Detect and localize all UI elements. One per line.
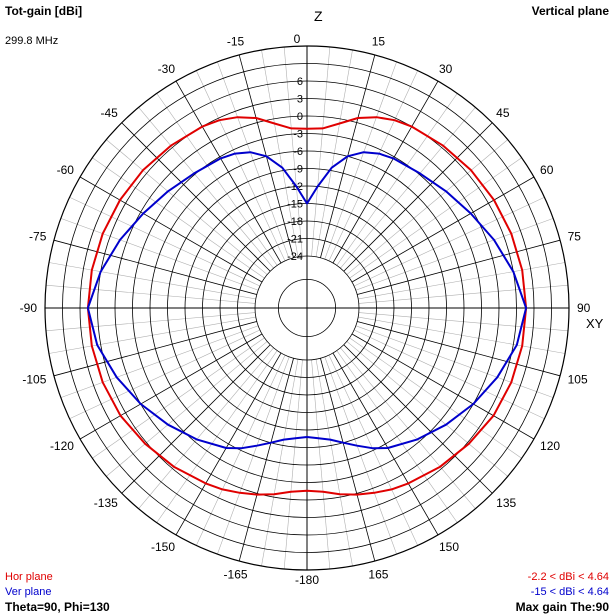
angle-tick-label: -150 bbox=[151, 540, 175, 554]
angle-tick-label: 75 bbox=[568, 230, 582, 244]
radial-tick-label: -3 bbox=[293, 129, 303, 141]
max-gain-label: Max gain The:90 bbox=[515, 600, 609, 614]
angle-tick-label: 60 bbox=[540, 163, 554, 177]
angle-tick-label: 120 bbox=[540, 439, 560, 453]
radial-tick-label: -15 bbox=[287, 199, 303, 211]
angle-tick-label: 165 bbox=[368, 568, 388, 582]
angle-tick-label: -45 bbox=[100, 106, 118, 120]
radial-tick-label: -12 bbox=[287, 181, 303, 193]
radial-tick-label: -18 bbox=[287, 216, 303, 228]
series-ver-plane bbox=[86, 151, 528, 450]
theta-phi-label: Theta=90, Phi=130 bbox=[5, 600, 110, 614]
hor-range-label: -2.2 < dBi < 4.64 bbox=[527, 571, 609, 583]
angle-tick-label: 150 bbox=[439, 540, 459, 554]
series-hor-plane bbox=[86, 116, 528, 496]
radial-tick-label: 3 bbox=[297, 94, 303, 106]
xy-axis-label: XY bbox=[586, 316, 604, 331]
angle-tick-label: 15 bbox=[372, 34, 386, 48]
angle-tick-label: -15 bbox=[227, 34, 245, 48]
angle-tick-label: -105 bbox=[22, 372, 46, 386]
angle-tick-label: -180 bbox=[295, 573, 319, 587]
angle-tick-label: 90 bbox=[577, 301, 591, 315]
angle-tick-label: 45 bbox=[496, 106, 510, 120]
radial-tick-label: 6 bbox=[297, 76, 303, 88]
angle-tick-label: 0 bbox=[294, 32, 301, 46]
angle-tick-labels: 0 153045607590105120135150165-180-15-30-4… bbox=[20, 32, 591, 587]
angle-tick-label: -165 bbox=[224, 568, 248, 582]
chart-title: Tot-gain [dBi] bbox=[5, 4, 83, 18]
angle-tick-label: 30 bbox=[439, 62, 453, 76]
frequency-label: 299.8 MHz bbox=[5, 35, 59, 47]
ver-range-label: -15 < dBi < 4.64 bbox=[530, 586, 609, 598]
legend-hor-plane: Hor plane bbox=[5, 571, 53, 583]
angle-tick-label: -30 bbox=[158, 62, 176, 76]
angle-tick-label: -90 bbox=[20, 301, 38, 315]
angle-tick-label: -60 bbox=[57, 163, 75, 177]
radial-tick-label: -24 bbox=[287, 251, 303, 263]
angle-tick-label: -135 bbox=[94, 496, 118, 510]
radial-tick-label: 0 bbox=[297, 111, 303, 123]
angle-tick-label: 105 bbox=[568, 372, 588, 386]
plane-title: Vertical plane bbox=[531, 4, 609, 18]
z-axis-label: Z bbox=[314, 8, 323, 24]
angle-tick-label: -120 bbox=[50, 439, 74, 453]
angle-tick-label: -75 bbox=[29, 230, 47, 244]
radial-tick-label: -9 bbox=[293, 164, 303, 176]
angle-tick-label: 135 bbox=[496, 496, 516, 510]
legend-ver-plane: Ver plane bbox=[5, 586, 52, 598]
series-layer bbox=[86, 116, 528, 496]
radial-tick-label: -21 bbox=[287, 234, 303, 246]
major-grid bbox=[44, 45, 570, 571]
radial-tick-label: -6 bbox=[293, 146, 303, 158]
